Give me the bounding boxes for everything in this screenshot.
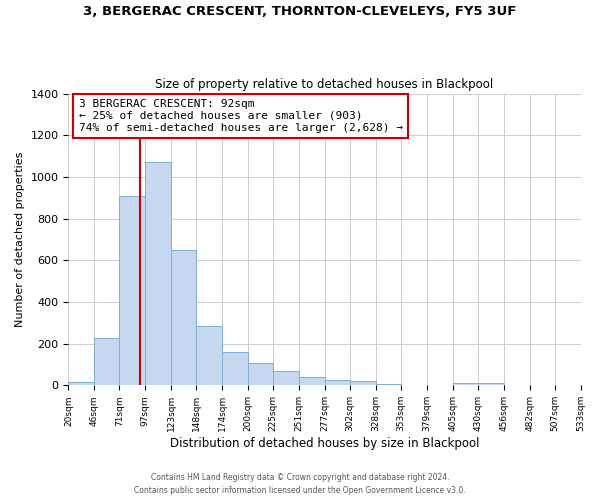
Bar <box>196 326 222 386</box>
Bar <box>299 377 325 386</box>
X-axis label: Distribution of detached houses by size in Blackpool: Distribution of detached houses by size … <box>170 437 479 450</box>
Bar <box>222 352 248 386</box>
Bar <box>401 384 427 386</box>
Bar <box>68 382 94 386</box>
Bar <box>248 363 273 386</box>
Text: 3, BERGERAC CRESCENT, THORNTON-CLEVELEYS, FY5 3UF: 3, BERGERAC CRESCENT, THORNTON-CLEVELEYS… <box>83 5 517 18</box>
Bar <box>350 381 376 386</box>
Bar <box>325 380 350 386</box>
Text: 3 BERGERAC CRESCENT: 92sqm
← 25% of detached houses are smaller (903)
74% of sem: 3 BERGERAC CRESCENT: 92sqm ← 25% of deta… <box>79 100 403 132</box>
Bar <box>171 250 196 386</box>
Bar <box>453 384 503 386</box>
Title: Size of property relative to detached houses in Blackpool: Size of property relative to detached ho… <box>155 78 494 91</box>
Text: Contains HM Land Registry data © Crown copyright and database right 2024.
Contai: Contains HM Land Registry data © Crown c… <box>134 474 466 495</box>
Y-axis label: Number of detached properties: Number of detached properties <box>15 152 25 327</box>
Bar <box>119 196 145 386</box>
Bar <box>273 371 299 386</box>
Bar <box>145 162 171 386</box>
Bar <box>376 384 401 386</box>
Bar <box>94 338 119 386</box>
